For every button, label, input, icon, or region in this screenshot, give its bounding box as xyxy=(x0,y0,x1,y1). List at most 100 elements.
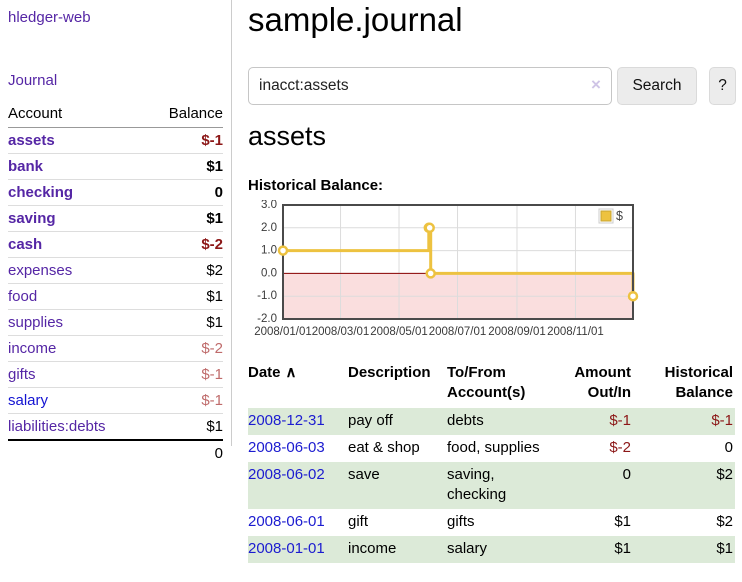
transaction-date-link[interactable]: 2008-06-01 xyxy=(248,513,325,530)
clear-search-icon[interactable]: × xyxy=(591,75,601,94)
accounts-total-value: 0 xyxy=(146,439,223,466)
account-link-checking[interactable]: checking xyxy=(8,184,74,201)
account-balance: $-2 xyxy=(146,231,223,258)
transaction-date-link[interactable]: 2008-01-01 xyxy=(248,540,325,557)
account-cell: liabilities:debts xyxy=(8,413,147,441)
transaction-accounts: gifts xyxy=(447,513,475,530)
transaction-amount: $-1 xyxy=(609,412,631,429)
account-cell: expenses xyxy=(8,257,147,284)
account-balance: 0 xyxy=(146,179,223,206)
transaction-date-link[interactable]: 2008-12-31 xyxy=(248,412,325,429)
sort-ascending-icon: ∧ xyxy=(285,364,297,381)
transaction-date-cell: 2008-06-02 xyxy=(248,462,348,509)
chart-data-point[interactable] xyxy=(425,268,436,279)
transactions-header-date[interactable]: Date ∧ xyxy=(248,364,297,381)
sidebar-item-journal[interactable]: Journal xyxy=(8,72,58,89)
transaction-balance: $2 xyxy=(716,513,733,530)
account-link-cash[interactable]: cash xyxy=(8,236,43,253)
chart-x-tick-label: 2008/09/01 xyxy=(488,326,546,338)
account-link-gifts[interactable]: gifts xyxy=(8,366,36,383)
account-cell: food xyxy=(8,283,147,310)
search-form: × Search ? xyxy=(248,67,742,105)
account-link-saving[interactable]: saving xyxy=(8,210,56,227)
accounts-table-header: Account Balance xyxy=(8,103,223,128)
account-cell: salary xyxy=(8,387,147,414)
accounts-total-spacer xyxy=(8,439,147,466)
account-row: supplies $1 xyxy=(8,309,223,336)
account-link-liabilities-debts[interactable]: liabilities:debts xyxy=(8,418,106,435)
transaction-balance: 0 xyxy=(724,439,733,456)
account-cell: saving xyxy=(8,205,147,232)
account-row: expenses $2 xyxy=(8,257,223,284)
transaction-row[interactable]: 2008-12-31 pay off debts $-1 $-1 xyxy=(248,408,735,435)
transactions-header-row: Date ∧ Description To/From Account(s) Amo… xyxy=(248,362,735,408)
account-cell: gifts xyxy=(8,361,147,388)
account-link-income[interactable]: income xyxy=(8,340,57,357)
account-balance: $-1 xyxy=(146,387,223,414)
chart-legend-swatch xyxy=(600,210,612,222)
chart-data-point[interactable] xyxy=(424,222,435,234)
account-row: gifts $-1 xyxy=(8,361,223,388)
account-balance: $1 xyxy=(146,413,223,441)
accounts-header-balance: Balance xyxy=(146,103,223,128)
account-balance: $2 xyxy=(146,257,223,284)
transaction-row[interactable]: 2008-06-01 gift gifts $1 $2 xyxy=(248,509,735,536)
chart-x-tick-label: 2008/11/01 xyxy=(547,326,604,338)
account-row: saving $1 xyxy=(8,205,223,232)
transaction-description: income xyxy=(348,540,397,557)
account-cell: cash xyxy=(8,231,147,258)
search-button[interactable]: Search xyxy=(617,67,697,105)
chart-x-tick-label: 2008/05/01 xyxy=(370,326,428,338)
transaction-row[interactable]: 2008-01-01 income salary $1 $1 xyxy=(248,536,735,563)
transaction-row[interactable]: 2008-06-02 save saving, checking 0 $2 xyxy=(248,462,735,509)
account-row: assets $-1 xyxy=(8,127,223,154)
transaction-description: save xyxy=(348,466,380,483)
account-heading: assets xyxy=(248,121,327,151)
search-input[interactable] xyxy=(248,67,612,105)
transactions-header-description: Description xyxy=(348,364,431,381)
transaction-date-link[interactable]: 2008-06-02 xyxy=(248,466,325,483)
account-row: bank $1 xyxy=(8,153,223,180)
account-balance: $1 xyxy=(146,283,223,310)
account-cell: income xyxy=(8,335,147,362)
transaction-amount: $1 xyxy=(614,513,631,530)
transaction-amount: 0 xyxy=(622,466,631,483)
transaction-date-cell: 2008-12-31 xyxy=(248,408,348,435)
transaction-accounts: food, supplies xyxy=(447,439,540,456)
chart-y-tick-label: -1.0 xyxy=(257,290,277,302)
account-link-food[interactable]: food xyxy=(8,288,38,305)
account-link-assets[interactable]: assets xyxy=(8,132,55,149)
chart-label: Historical Balance: xyxy=(248,177,384,194)
account-row: cash $-2 xyxy=(8,231,223,258)
account-row: food $1 xyxy=(8,283,223,310)
app-title-link[interactable]: hledger-web xyxy=(8,9,91,26)
account-link-expenses[interactable]: expenses xyxy=(8,262,73,279)
account-cell: assets xyxy=(8,127,147,154)
transaction-accounts: salary xyxy=(447,540,488,557)
accounts-header-account: Account xyxy=(8,103,147,128)
transaction-description: pay off xyxy=(348,412,393,429)
main-content: sample.journal × Search ? assets Histori… xyxy=(248,0,742,582)
transaction-accounts: debts xyxy=(447,412,484,429)
chart-y-tick-label: 2.0 xyxy=(261,222,277,234)
chart-y-tick-label: -2.0 xyxy=(257,313,277,325)
transaction-amount: $1 xyxy=(614,540,631,557)
help-button[interactable]: ? xyxy=(709,67,736,105)
transaction-row[interactable]: 2008-06-03 eat & shop food, supplies $-2 0 xyxy=(248,435,735,462)
account-cell: supplies xyxy=(8,309,147,336)
account-balance: $1 xyxy=(146,153,223,180)
transaction-date-cell: 2008-06-01 xyxy=(248,509,348,536)
chart-data-point[interactable] xyxy=(627,290,639,302)
transaction-date-link[interactable]: 2008-06-03 xyxy=(248,439,325,456)
chart-y-tick-label: 3.0 xyxy=(261,200,277,211)
chart-x-tick-label: 2008/03/01 xyxy=(312,326,370,338)
transactions-header-accounts: To/From Account(s) xyxy=(447,364,526,401)
account-link-salary[interactable]: salary xyxy=(8,392,49,409)
transaction-balance: $-1 xyxy=(711,412,733,429)
transaction-accounts: saving, checking xyxy=(447,466,507,503)
accounts-table: Account Balance assets $-1 bank $1 checking 0… xyxy=(8,103,223,466)
account-link-bank[interactable]: bank xyxy=(8,158,44,175)
account-link-supplies[interactable]: supplies xyxy=(8,314,64,331)
chart-data-point[interactable] xyxy=(277,245,289,256)
